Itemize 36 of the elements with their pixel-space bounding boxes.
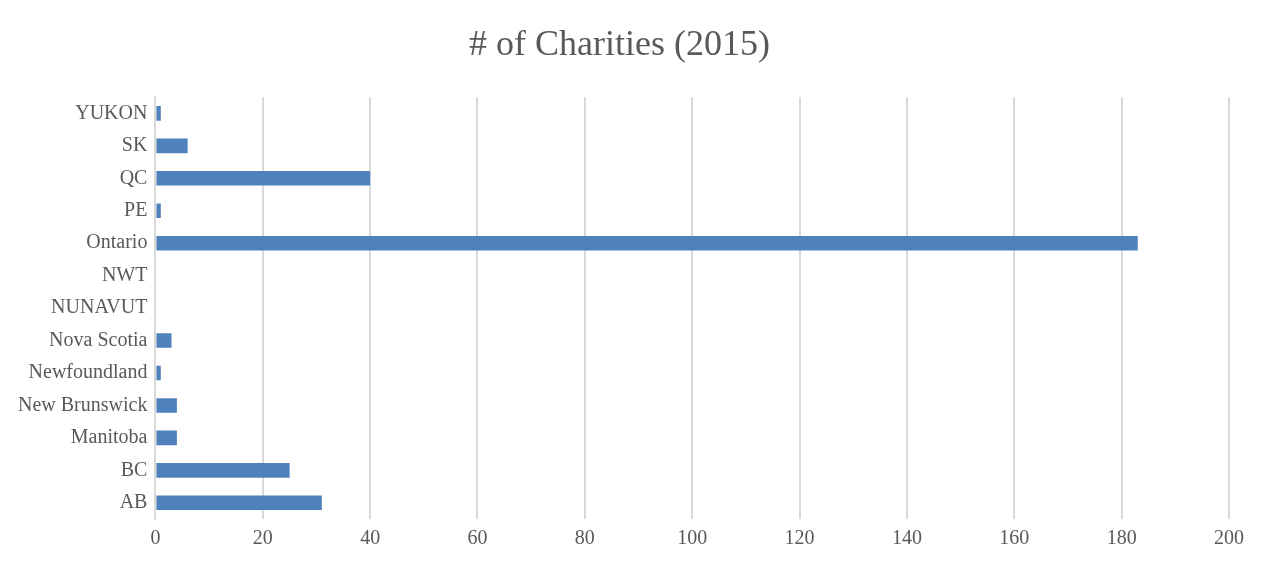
y-tick-label: NUNAVUT xyxy=(51,295,148,318)
y-tick-label: PE xyxy=(124,198,148,221)
bar xyxy=(156,106,161,121)
chart-title: # of Charities (2015) xyxy=(469,23,770,64)
x-tick-label: 20 xyxy=(252,526,273,549)
x-tick-label: 100 xyxy=(677,526,708,549)
bar xyxy=(156,430,177,446)
y-tick-label: Nova Scotia xyxy=(49,327,148,350)
bar xyxy=(156,203,161,219)
y-tick-label: NWT xyxy=(101,262,148,285)
y-tick-label: Newfoundland xyxy=(28,360,148,383)
x-tick-label: 60 xyxy=(467,526,488,549)
y-tick-label: New Brunswick xyxy=(17,392,148,415)
y-tick-label: YUKON xyxy=(75,100,148,123)
y-tick-label: Manitoba xyxy=(70,425,148,448)
bar xyxy=(156,365,161,381)
y-tick-label: QC xyxy=(119,165,148,188)
bar xyxy=(156,398,177,413)
y-tick-label: BC xyxy=(120,457,148,480)
bar xyxy=(156,235,1138,251)
bar xyxy=(156,495,322,511)
x-tick-label: 80 xyxy=(574,526,595,549)
x-tick-label: 0 xyxy=(150,526,161,549)
x-tick-label: 180 xyxy=(1106,526,1137,549)
bar xyxy=(156,138,188,154)
x-tick-label: 200 xyxy=(1214,526,1244,549)
x-tick-label: 40 xyxy=(360,526,381,549)
bar xyxy=(156,171,371,186)
x-tick-label: 120 xyxy=(784,526,815,549)
bar xyxy=(156,463,290,478)
x-tick-label: 140 xyxy=(891,526,922,549)
y-tick-label: Ontario xyxy=(86,230,148,253)
bar xyxy=(156,333,172,348)
x-tick-label: 160 xyxy=(999,526,1030,549)
y-tick-label: AB xyxy=(119,490,148,513)
y-tick-label: SK xyxy=(121,133,148,156)
